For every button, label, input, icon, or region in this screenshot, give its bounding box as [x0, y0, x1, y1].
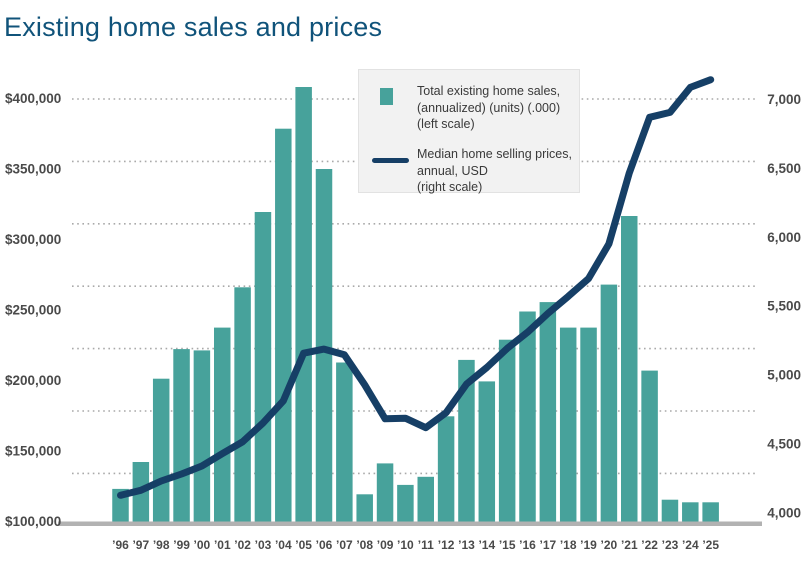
bar-’98: [152, 378, 170, 523]
left-axis-tick: $350,000: [5, 162, 61, 177]
left-axis-tick: $100,000: [5, 514, 61, 529]
x-axis-label: ’14: [478, 538, 495, 552]
x-axis-label: ’05: [295, 538, 312, 552]
left-axis-tick: $200,000: [5, 373, 61, 388]
line-series-label: Median home selling prices, annual, USD …: [417, 147, 572, 194]
line-series-swatch: [372, 158, 409, 163]
x-axis-label: ’02: [234, 538, 251, 552]
bar-’18: [559, 327, 577, 523]
x-axis-label: ’17: [540, 538, 557, 552]
bar-’25: [702, 502, 719, 523]
bar-’11: [417, 476, 434, 523]
x-axis-label: ’04: [275, 538, 292, 552]
bar-’14: [478, 381, 496, 523]
x-axis-label: ’99: [173, 538, 190, 552]
bar-’02: [234, 287, 251, 523]
x-axis-label: ’24: [682, 538, 699, 552]
right-axis-tick: 6,000: [767, 230, 801, 245]
x-axis-label: ’25: [702, 538, 719, 552]
right-axis-tick: 4,000: [767, 505, 801, 520]
right-axis-tick: 4,500: [767, 437, 801, 452]
bar-’23: [661, 499, 679, 523]
left-axis-tick: $300,000: [5, 232, 61, 247]
x-axis-label: ’22: [641, 538, 658, 552]
page-title: Existing home sales and prices: [4, 12, 383, 42]
bar-’03: [254, 212, 272, 523]
left-axis-tick: $150,000: [5, 444, 61, 459]
chart-legend: Total existing home sales, (annualized) …: [358, 69, 580, 194]
bar-series-swatch: [380, 88, 393, 105]
x-axis-label: ’03: [255, 538, 272, 552]
x-axis-label: ’09: [377, 538, 394, 552]
x-axis-label: ’18: [560, 538, 577, 552]
bar-’07: [336, 362, 353, 523]
x-axis-label: ’97: [132, 538, 149, 552]
bar-’21: [621, 216, 638, 523]
x-axis-line: [58, 521, 762, 526]
bar-’00: [193, 350, 211, 523]
x-axis-label: ’21: [621, 538, 638, 552]
bar-’24: [682, 502, 699, 523]
x-axis-label: ’20: [601, 538, 618, 552]
x-axis-label: ’19: [580, 538, 597, 552]
bar-’13: [458, 359, 475, 523]
bar-’09: [376, 463, 394, 523]
bar-’08: [356, 494, 373, 523]
bar-’99: [173, 349, 190, 523]
bar-series-label: Total existing home sales, (annualized) …: [417, 84, 561, 131]
x-axis-label: ’06: [316, 538, 333, 552]
x-axis-label: ’00: [194, 538, 211, 552]
bar-’01: [214, 327, 231, 523]
right-axis-tick: 5,500: [767, 299, 801, 314]
x-axis-label: ’10: [397, 538, 414, 552]
bar-’16: [519, 311, 536, 523]
bar-’22: [641, 370, 658, 523]
left-axis-tick: $250,000: [5, 303, 61, 318]
right-axis-tick: 6,500: [767, 161, 801, 176]
x-axis-label: ’01: [214, 538, 231, 552]
x-axis-label: ’15: [499, 538, 516, 552]
x-axis-label: ’16: [519, 538, 536, 552]
left-axis-tick: $400,000: [5, 91, 61, 106]
bar-’05: [295, 87, 312, 523]
x-axis-label: ’96: [112, 538, 129, 552]
x-axis-label: ’23: [662, 538, 679, 552]
bar-’19: [580, 327, 597, 523]
bar-’20: [600, 284, 618, 523]
x-axis-label: ’11: [418, 538, 434, 552]
right-axis-tick: 7,000: [767, 92, 801, 107]
x-axis-label: ’13: [458, 538, 475, 552]
x-axis-label: ’12: [438, 538, 455, 552]
bar-’17: [539, 302, 557, 523]
bar-’10: [397, 484, 414, 523]
bar-’04: [275, 128, 292, 523]
right-axis-tick: 5,000: [767, 368, 801, 383]
bar-’12: [437, 416, 455, 523]
x-axis-label: ’98: [153, 538, 170, 552]
bar-’15: [498, 339, 516, 523]
x-axis-label: ’07: [336, 538, 353, 552]
x-axis-label: ’08: [356, 538, 373, 552]
median-price-line: [117, 76, 715, 499]
